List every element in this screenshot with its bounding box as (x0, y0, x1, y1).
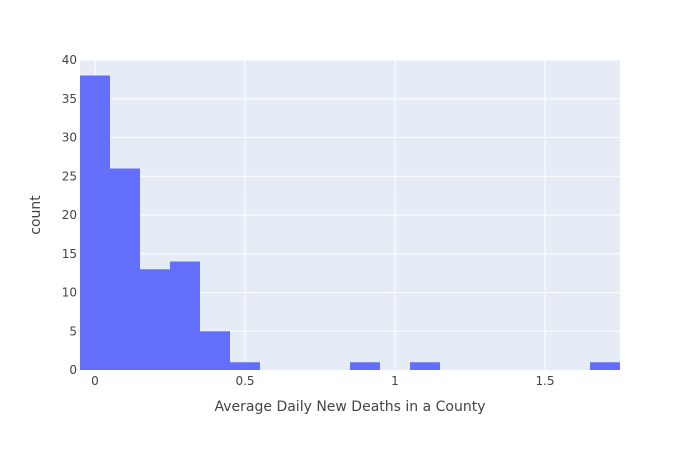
histogram-bar (80, 75, 110, 370)
x-tick-label: 1 (391, 374, 399, 388)
y-tick-label: 25 (62, 169, 77, 183)
x-tick-label: 1.5 (535, 374, 554, 388)
y-tick-label: 15 (62, 247, 77, 261)
y-tick-label: 20 (62, 208, 77, 222)
histogram-bar (590, 362, 620, 370)
y-tick-label: 30 (62, 131, 77, 145)
y-tick-label: 5 (69, 324, 77, 338)
y-tick-label: 40 (62, 53, 77, 67)
x-tick-label: 0 (91, 374, 99, 388)
histogram-bar (230, 362, 260, 370)
y-tick-label: 10 (62, 286, 77, 300)
histogram-bar (200, 331, 230, 370)
bars (80, 75, 620, 370)
y-tick-label: 35 (62, 92, 77, 106)
histogram-bar (410, 362, 440, 370)
histogram-bar (140, 269, 170, 370)
y-tick-label: 0 (69, 363, 77, 377)
x-axis-title: Average Daily New Deaths in a County (215, 399, 486, 415)
x-axis-ticks: 0 0.5 1 1.5 (91, 374, 554, 388)
histogram-bar (350, 362, 380, 370)
histogram-bar (110, 168, 140, 370)
histogram-bar (170, 261, 200, 370)
y-axis-ticks: 0 5 10 15 20 25 30 35 40 (62, 53, 77, 377)
y-axis-title: count (28, 195, 44, 235)
x-tick-label: 0.5 (235, 374, 254, 388)
